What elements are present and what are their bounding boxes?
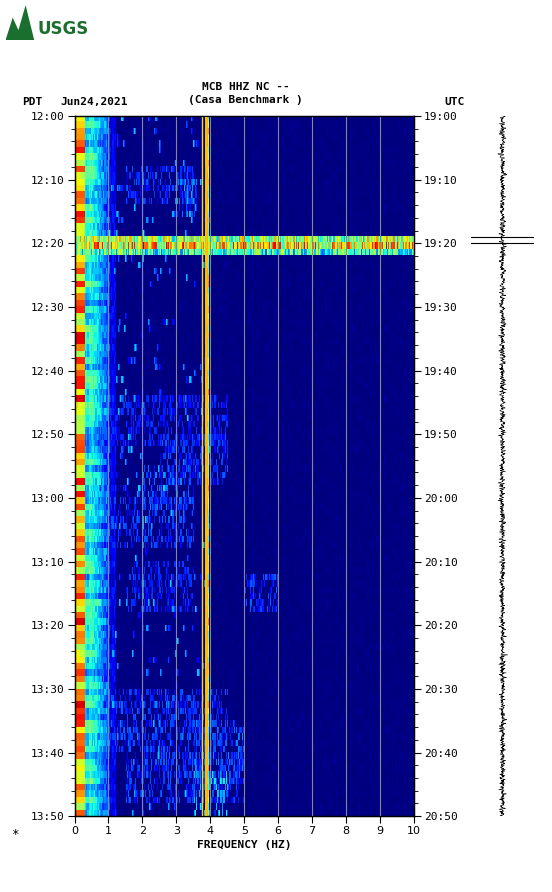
Text: MCB HHZ NC --: MCB HHZ NC --: [202, 82, 289, 92]
Text: USGS: USGS: [38, 20, 89, 37]
Text: Jun24,2021: Jun24,2021: [61, 97, 128, 107]
Text: *: *: [11, 828, 19, 841]
Polygon shape: [6, 5, 34, 40]
Text: (Casa Benchmark ): (Casa Benchmark ): [188, 95, 303, 105]
Text: PDT: PDT: [22, 97, 43, 107]
Text: UTC: UTC: [444, 97, 465, 107]
X-axis label: FREQUENCY (HZ): FREQUENCY (HZ): [197, 840, 291, 850]
